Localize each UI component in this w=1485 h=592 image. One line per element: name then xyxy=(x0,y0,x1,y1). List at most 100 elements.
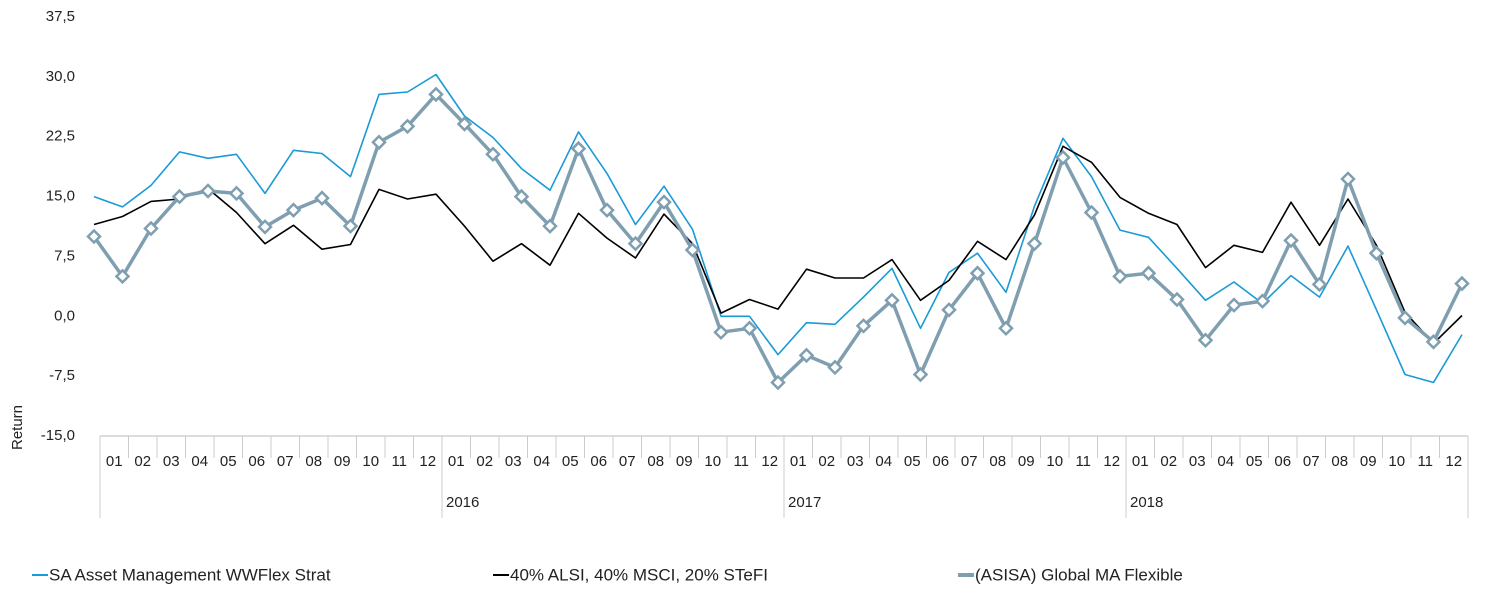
x-tick-label: 09 xyxy=(1360,453,1377,470)
x-tick-label: 05 xyxy=(904,453,921,470)
x-tick-label: 02 xyxy=(1160,453,1177,470)
diamond-marker xyxy=(941,302,957,318)
series-line xyxy=(92,92,1464,385)
x-tick-label: 05 xyxy=(1246,453,1263,470)
year-label: 2018 xyxy=(1130,494,1163,511)
diamond-marker xyxy=(86,228,102,245)
diamond-marker xyxy=(770,374,786,391)
y-tick-label: 30,0 xyxy=(46,68,75,85)
diamond-marker xyxy=(1026,235,1043,252)
diamond-marker xyxy=(1254,293,1271,309)
diamond-marker xyxy=(998,320,1014,337)
x-tick-label: 04 xyxy=(533,453,550,470)
x-tick-label: 01 xyxy=(790,453,807,470)
diamond-marker xyxy=(884,292,900,309)
x-tick-label: 12 xyxy=(761,453,778,470)
diamond-marker xyxy=(1397,310,1413,326)
y-tick-label: -15,0 xyxy=(41,427,75,444)
diamond-marker xyxy=(200,183,216,199)
diamond-marker xyxy=(171,188,188,205)
x-tick-label: 10 xyxy=(704,453,721,470)
series-line xyxy=(93,73,1463,384)
diamond-marker xyxy=(114,268,131,285)
diamond-marker xyxy=(1425,334,1442,350)
x-tick-label: 03 xyxy=(847,453,864,470)
diamond-marker xyxy=(1368,245,1385,262)
x-tick-label: 08 xyxy=(647,453,664,470)
x-tick-label: 04 xyxy=(875,453,892,470)
x-tick-label: 07 xyxy=(619,453,636,470)
diamond-marker xyxy=(827,359,843,376)
legend-label: (ASISA) Global MA Flexible xyxy=(975,565,1183,584)
x-tick-label: 06 xyxy=(590,453,607,470)
diamond-marker xyxy=(285,202,302,218)
year-label: 2016 xyxy=(446,494,479,511)
x-tick-label: 06 xyxy=(932,453,949,470)
y-tick-label: 7,5 xyxy=(54,247,75,264)
x-tick-label: 12 xyxy=(419,453,436,470)
diamond-marker xyxy=(684,242,701,258)
diamond-marker xyxy=(428,86,444,103)
diamond-marker xyxy=(627,235,644,252)
diamond-marker xyxy=(570,140,587,157)
x-tick-label: 09 xyxy=(1018,453,1035,470)
diamond-marker xyxy=(798,347,815,364)
x-tick-label: 11 xyxy=(1075,453,1091,470)
x-tick-label: 01 xyxy=(106,453,123,470)
diamond-marker xyxy=(1197,332,1214,348)
x-tick-label: 06 xyxy=(248,453,265,470)
x-tick-label: 12 xyxy=(1445,453,1462,470)
y-axis-label: Return xyxy=(9,405,26,450)
x-tick-label: 01 xyxy=(448,453,465,470)
x-tick-label: 08 xyxy=(1331,453,1348,470)
diamond-marker xyxy=(1283,232,1299,249)
x-tick-label: 07 xyxy=(1303,453,1320,470)
x-tick-label: 07 xyxy=(277,453,294,470)
diamond-marker xyxy=(912,366,929,383)
diamond-marker xyxy=(513,188,530,205)
x-tick-label: 04 xyxy=(1217,453,1234,470)
diamond-marker xyxy=(314,190,330,206)
series-line xyxy=(93,145,1463,345)
diamond-marker xyxy=(342,218,359,234)
diamond-marker xyxy=(1340,171,1356,187)
y-tick-label: 0,0 xyxy=(54,307,75,324)
diamond-marker xyxy=(1454,275,1470,292)
x-tick-label: 10 xyxy=(1046,453,1063,470)
diamond-marker xyxy=(485,146,501,163)
diamond-marker xyxy=(855,318,872,334)
x-tick-label: 05 xyxy=(562,453,579,470)
diamond-marker xyxy=(713,324,729,341)
diamond-marker xyxy=(969,265,986,281)
x-tick-label: 01 xyxy=(1132,453,1149,470)
x-tick-label: 08 xyxy=(989,453,1006,470)
y-tick-label: 22,5 xyxy=(46,128,75,145)
diamond-marker xyxy=(542,218,558,234)
x-tick-label: 04 xyxy=(191,453,208,470)
legend-label: SA Asset Management WWFlex Strat xyxy=(49,565,331,584)
x-tick-label: 06 xyxy=(1274,453,1291,470)
x-tick-label: 03 xyxy=(1189,453,1206,470)
x-tick-label: 03 xyxy=(505,453,522,470)
x-tick-label: 10 xyxy=(362,453,379,470)
x-tick-label: 12 xyxy=(1103,453,1120,470)
diamond-marker xyxy=(456,116,473,132)
y-tick-label: 15,0 xyxy=(46,188,75,205)
x-tick-label: 09 xyxy=(676,453,693,470)
x-tick-label: 09 xyxy=(334,453,351,470)
diamond-marker xyxy=(1140,265,1157,281)
diamond-marker xyxy=(1112,268,1128,285)
x-tick-label: 07 xyxy=(961,453,978,470)
x-tick-label: 02 xyxy=(134,453,151,470)
x-tick-label: 03 xyxy=(163,453,180,470)
x-tick-label: 05 xyxy=(220,453,237,470)
x-tick-label: 11 xyxy=(1417,453,1433,470)
x-tick-label: 10 xyxy=(1388,453,1405,470)
diamond-marker xyxy=(1055,149,1071,166)
year-label: 2017 xyxy=(788,494,821,511)
diamond-marker xyxy=(257,219,273,235)
diamond-marker xyxy=(371,134,387,151)
x-tick-label: 08 xyxy=(305,453,322,470)
y-tick-label: -7,5 xyxy=(49,367,75,384)
